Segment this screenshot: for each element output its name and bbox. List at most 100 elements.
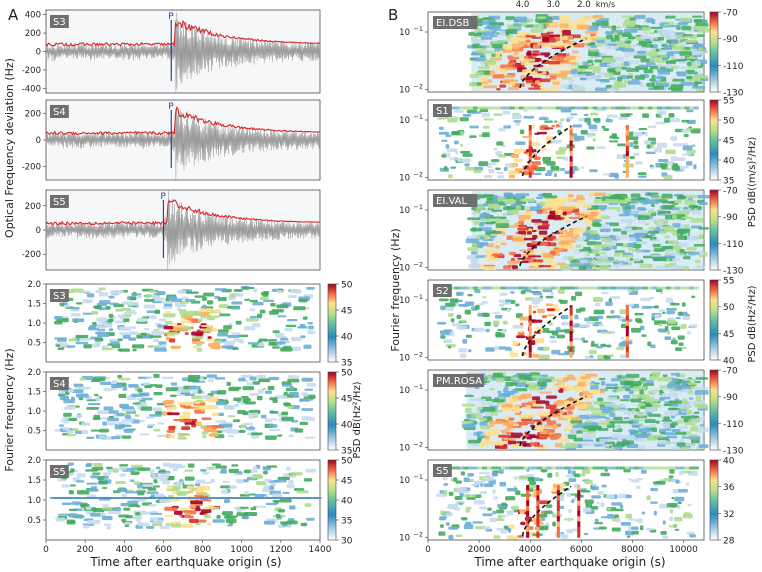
spectrogram-blob xyxy=(222,480,230,483)
spectrogram-blob xyxy=(194,295,205,298)
spectrogram-blob xyxy=(665,149,676,155)
spectrogram-blob xyxy=(92,416,101,421)
spectrogram-blob xyxy=(149,517,159,522)
spectrogram-blob xyxy=(280,347,293,352)
spectrogram-blob xyxy=(209,399,219,403)
spectrogram-blob xyxy=(506,535,518,540)
spectrogram-blob xyxy=(535,400,546,404)
spectrogram-blob xyxy=(482,223,492,227)
spectrogram-blob xyxy=(630,193,641,198)
spectrogram-blob xyxy=(584,480,593,485)
spectrogram-blob xyxy=(461,421,474,424)
spectrogram-blob xyxy=(681,216,693,219)
spectrogram-blob xyxy=(525,250,536,253)
spectrogram-blob xyxy=(269,428,281,432)
spectrogram-blob xyxy=(547,472,553,478)
spectrogram-blob xyxy=(281,416,294,421)
spectrogram-blob xyxy=(653,85,665,90)
top-band-segment xyxy=(555,286,561,290)
top-band-segment xyxy=(652,106,658,110)
spectrogram-blob xyxy=(268,341,278,346)
spectrogram-blob xyxy=(516,441,527,444)
spectrogram-blob xyxy=(515,490,521,496)
spectrogram-blob xyxy=(579,211,591,215)
spectrogram-blob xyxy=(277,289,283,294)
spectrogram-blob xyxy=(529,372,541,377)
spectrogram-blob xyxy=(545,504,553,508)
top-band-segment xyxy=(564,286,570,290)
spectrogram-blob xyxy=(697,195,710,199)
spectrogram-blob xyxy=(166,406,177,411)
spectrogram-blob xyxy=(70,313,81,317)
spectrogram-blob xyxy=(565,231,571,237)
spectrogram-blob xyxy=(689,324,698,328)
spectrogram-blob xyxy=(536,73,543,76)
spectrogram-blob xyxy=(206,314,212,318)
spectrogram-blob xyxy=(498,252,503,257)
spectrogram-blob xyxy=(581,395,592,400)
spectrogram-blob xyxy=(540,430,548,435)
spectrogram-blob xyxy=(449,298,459,303)
spectrogram-blob xyxy=(455,534,463,537)
spectrogram-blob xyxy=(119,332,129,336)
spectrogram-blob xyxy=(251,434,259,439)
spectrogram-blob xyxy=(551,513,562,518)
spectrogram-blob xyxy=(459,117,469,122)
spectrogram-blob xyxy=(609,420,622,424)
spectrogram-blob xyxy=(599,234,610,237)
vertical-burst-segment xyxy=(526,490,530,497)
spectrogram-blob xyxy=(179,419,193,423)
top-band-segment xyxy=(615,466,621,470)
spectrogram-blob xyxy=(221,489,229,494)
spectrogram-blob xyxy=(576,194,584,199)
spectrogram-blob xyxy=(583,532,589,536)
spectrogram-blob xyxy=(145,416,155,419)
top-band-segment xyxy=(601,106,607,110)
spectrogram-blob xyxy=(659,397,665,401)
spectrogram-blob xyxy=(70,396,76,401)
spectrogram-y-tick-label: 2.0 xyxy=(27,368,41,378)
vertical-burst-segment xyxy=(526,485,530,491)
spectrogram-blob xyxy=(256,481,267,486)
right-y-tick-exponent: −1 xyxy=(413,293,423,301)
spectrogram-blob xyxy=(458,500,465,504)
vertical-burst-segment xyxy=(625,125,629,131)
spectrogram-blob xyxy=(536,412,550,416)
top-band-segment xyxy=(468,466,474,470)
waveform-y-tick-label: -200 xyxy=(22,163,41,173)
spectrogram-blob xyxy=(629,156,635,159)
right-colorbar-tick-label: 45 xyxy=(723,137,734,147)
spectrogram-blob xyxy=(264,418,273,423)
spectrogram-blob xyxy=(226,381,231,386)
spectrogram-blob xyxy=(593,382,600,385)
right-colorbar xyxy=(709,459,719,541)
spectrogram-blob xyxy=(488,420,503,425)
spectrogram-blob xyxy=(302,316,308,320)
spectrogram-blob xyxy=(666,384,681,388)
spectrogram-blob xyxy=(101,347,114,351)
spectrogram-blob xyxy=(548,60,560,65)
spectrogram-blob xyxy=(495,167,501,170)
spectrogram-blob xyxy=(517,227,529,231)
top-band-segment xyxy=(666,286,672,290)
spectrogram-blob xyxy=(246,382,253,386)
spectrogram-blob xyxy=(590,385,599,390)
spectrogram-blob xyxy=(591,249,600,254)
spectrogram-blob xyxy=(68,472,74,476)
top-band-segment xyxy=(647,466,653,470)
spectrogram-blob xyxy=(662,31,676,36)
spectrogram-blob xyxy=(281,411,289,416)
spectrogram-blob xyxy=(511,265,518,270)
spectrogram-blob xyxy=(568,478,577,483)
spectrogram-blob xyxy=(506,423,514,429)
spectrogram-blob xyxy=(519,249,526,252)
spectrogram-blob xyxy=(672,489,679,494)
spectrogram-blob xyxy=(486,379,494,382)
spectrogram-blob xyxy=(688,397,694,400)
spectrogram-y-tick-label: 0.5 xyxy=(27,516,41,526)
spectrogram-blob xyxy=(462,339,468,344)
spectrogram-blob xyxy=(106,526,111,530)
spectrogram-blob xyxy=(622,22,635,28)
spectrogram-blob xyxy=(254,494,265,497)
